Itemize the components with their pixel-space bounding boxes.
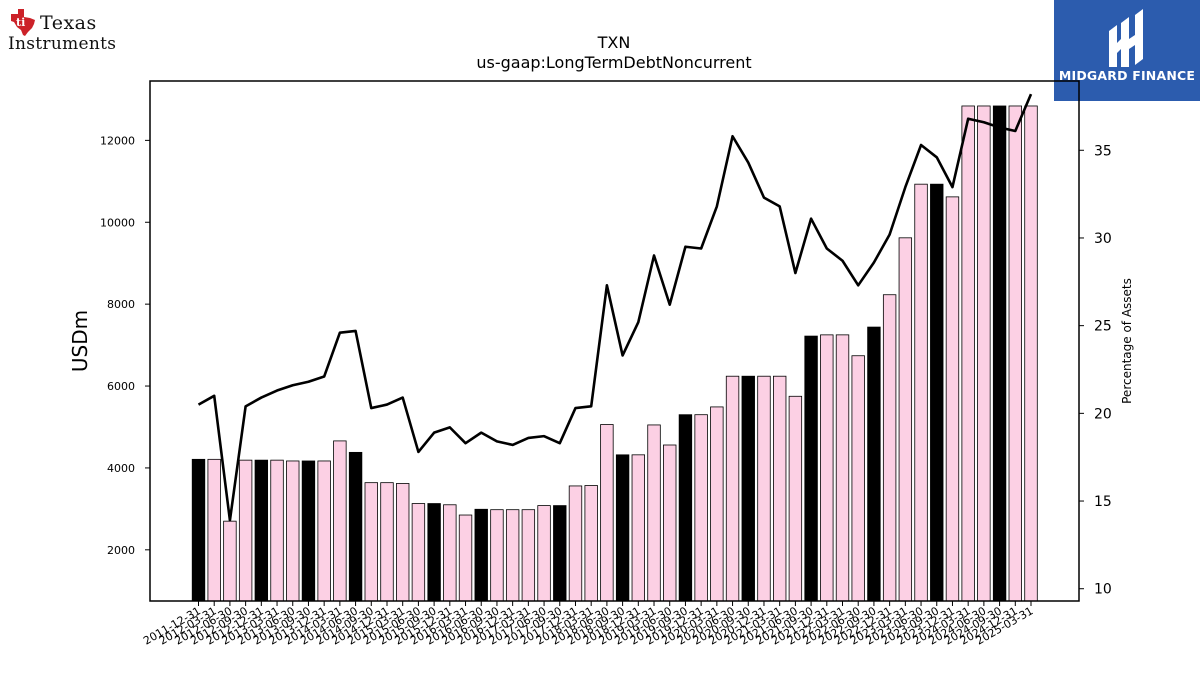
bar [396, 483, 410, 602]
bar [1008, 105, 1022, 602]
bar [914, 183, 928, 602]
bar [443, 504, 457, 602]
bar [788, 395, 803, 602]
chart-title: TXN [597, 33, 631, 52]
company-logo-line2: Instruments [8, 34, 117, 54]
series-line [197, 93, 1033, 522]
bar [945, 196, 960, 602]
bar [348, 451, 363, 602]
bar [694, 414, 708, 602]
bar [663, 444, 677, 602]
bar [301, 460, 316, 602]
y2-tick-label: 20 [1094, 406, 1112, 422]
bar [631, 454, 646, 602]
bar [317, 460, 331, 602]
bar [977, 105, 991, 602]
y2-tick-label: 30 [1094, 231, 1112, 247]
bar [961, 105, 975, 602]
bar [490, 509, 504, 602]
bar [458, 514, 473, 602]
bar [270, 459, 284, 602]
bar [238, 459, 253, 602]
bar [820, 334, 834, 602]
bar [427, 503, 441, 602]
y-tick-label: 10000 [100, 216, 135, 229]
bar [411, 503, 426, 602]
bar [851, 355, 865, 602]
bar [741, 375, 755, 602]
bar [930, 183, 944, 602]
y-axis-label: USDm [68, 310, 92, 372]
bar [254, 459, 269, 602]
y-tick-label: 2000 [107, 544, 135, 557]
bar [568, 485, 583, 602]
bar [615, 454, 630, 602]
bar [804, 335, 818, 602]
svg-text:ti: ti [16, 16, 25, 29]
bars-layer [191, 105, 1038, 602]
right-axis: 10 15 20 25 30 35 [1079, 143, 1112, 598]
bar [600, 424, 614, 602]
y2-axis-label: Percentage of Assets [1120, 278, 1134, 404]
y-tick-label: 8000 [107, 298, 135, 311]
bar [286, 460, 300, 602]
bar [992, 105, 1007, 602]
y2-tick-label: 35 [1094, 143, 1112, 159]
bar [647, 424, 661, 602]
plot-frame [149, 80, 1080, 602]
bar [521, 509, 536, 602]
bar [474, 508, 488, 602]
texas-state-icon: ti [11, 9, 35, 36]
bar [867, 326, 881, 602]
bar [757, 375, 771, 602]
bar [191, 458, 206, 602]
bar [364, 482, 378, 602]
bar [584, 485, 598, 602]
company-logo-line1: Texas [40, 12, 97, 34]
company-logo: ti Texas Instruments [8, 8, 138, 54]
bar [207, 458, 221, 602]
y-tick-label: 6000 [107, 380, 135, 393]
bar [710, 406, 724, 602]
bar [537, 505, 551, 602]
publisher-name: MIDGARD FINANCE [1058, 68, 1196, 83]
line-layer [197, 93, 1033, 522]
midgard-mark-icon [1109, 9, 1143, 67]
y-tick-label: 12000 [100, 134, 135, 147]
bar [1024, 105, 1038, 602]
bar [553, 505, 567, 602]
chart-subtitle: us-gaap:LongTermDebtNoncurrent [476, 53, 751, 72]
bar [333, 440, 347, 602]
y-tick-label: 4000 [107, 462, 135, 475]
bar [773, 375, 787, 602]
bar [380, 482, 394, 602]
y2-tick-label: 10 [1094, 582, 1112, 598]
bar [882, 294, 897, 602]
bar [725, 375, 740, 602]
x-axis: 2011-12-312012-03-312012-06-302012-09-30… [141, 601, 1036, 648]
bar [505, 509, 520, 602]
bar [835, 334, 850, 602]
bar [223, 520, 237, 602]
bar [678, 414, 693, 602]
bar [898, 237, 913, 602]
left-axis: 2000 4000 6000 8000 10000 12000 [100, 134, 150, 557]
y2-tick-label: 15 [1094, 494, 1112, 510]
y2-tick-label: 25 [1094, 319, 1112, 335]
